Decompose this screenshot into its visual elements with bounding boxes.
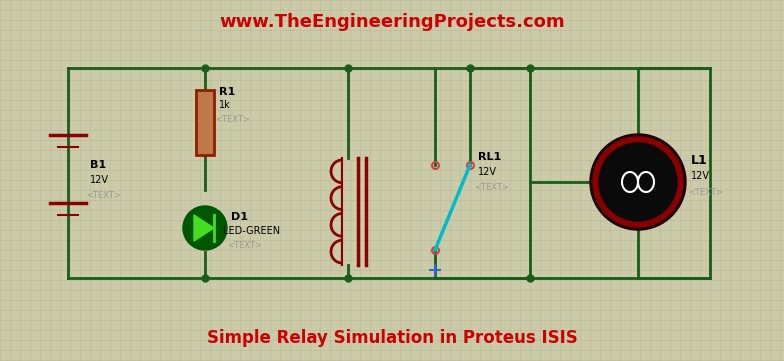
- Text: R1: R1: [219, 87, 235, 97]
- Text: L1: L1: [691, 154, 708, 167]
- Polygon shape: [194, 215, 214, 241]
- Text: 12V: 12V: [691, 171, 710, 181]
- FancyBboxPatch shape: [196, 90, 214, 155]
- Circle shape: [593, 137, 683, 227]
- Text: 12V: 12V: [90, 175, 109, 185]
- Circle shape: [590, 134, 686, 230]
- Circle shape: [599, 143, 677, 221]
- Text: LED-GREEN: LED-GREEN: [223, 226, 280, 236]
- Text: <TEXT>: <TEXT>: [227, 241, 262, 250]
- Text: RL1: RL1: [478, 152, 501, 162]
- Text: D1: D1: [231, 212, 248, 222]
- Text: <TEXT>: <TEXT>: [215, 115, 250, 124]
- Text: <TEXT>: <TEXT>: [474, 183, 509, 192]
- Text: Simple Relay Simulation in Proteus ISIS: Simple Relay Simulation in Proteus ISIS: [207, 329, 577, 347]
- Text: 1k: 1k: [219, 100, 230, 110]
- Text: <TEXT>: <TEXT>: [86, 191, 121, 200]
- Text: <TEXT>: <TEXT>: [688, 188, 723, 197]
- Text: www.TheEngineeringProjects.com: www.TheEngineeringProjects.com: [220, 13, 564, 31]
- Text: B1: B1: [90, 160, 106, 170]
- Circle shape: [183, 206, 227, 250]
- Text: 12V: 12V: [478, 167, 497, 177]
